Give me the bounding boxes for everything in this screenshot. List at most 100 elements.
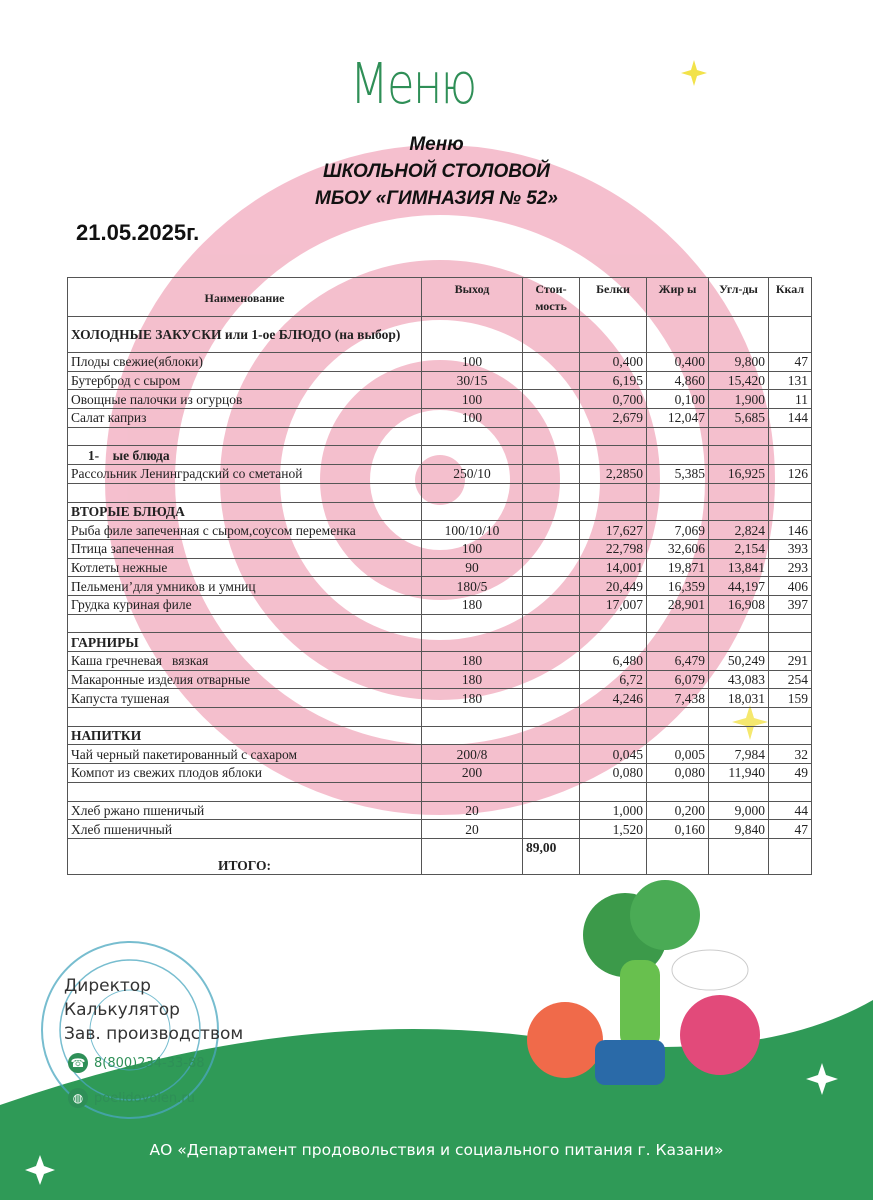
cell-cost — [522, 744, 580, 765]
website-link[interactable]: poelidovolen.ru — [94, 1090, 195, 1106]
cell-fat: 4,860 — [646, 370, 709, 391]
section-row: 1- ые блюда — [67, 445, 812, 466]
cell-carbs — [708, 482, 769, 503]
cell-fat — [646, 316, 709, 353]
cell-carbs — [708, 837, 769, 875]
col-fat: Жир ы — [646, 277, 709, 317]
cell-name: Птица запеченная — [67, 538, 422, 559]
section-row: ХОЛОДНЫЕ ЗАКУСКИ или 1-ое БЛЮДО (на выбо… — [67, 316, 812, 353]
blank-row — [67, 426, 812, 447]
cell-fat: 0,080 — [646, 763, 709, 783]
cell-protein: 0,080 — [579, 763, 647, 783]
cell-cost — [522, 352, 580, 372]
cell-name: Каша гречневая вязкая — [67, 651, 422, 671]
cell-fat: 5,385 — [646, 464, 709, 484]
cell-cost — [522, 482, 580, 503]
cell-kcal — [768, 725, 812, 746]
cell-fat — [646, 482, 709, 503]
cell-cost — [522, 576, 580, 596]
cell-kcal — [768, 316, 812, 353]
cell-carbs: 2,824 — [708, 520, 769, 540]
cell-fat: 6,079 — [646, 669, 709, 690]
cell-protein — [579, 501, 647, 522]
cell-yield — [421, 613, 523, 634]
cell-carbs — [708, 725, 769, 746]
cell-carbs: 13,841 — [708, 557, 769, 578]
cell-protein: 22,798 — [579, 538, 647, 559]
cell-kcal: 47 — [768, 819, 812, 839]
table-row: Салат каприз 100 2,679 12,047 5,685 144 — [67, 408, 812, 428]
cell-name: ГАРНИРЫ — [67, 632, 422, 652]
website-contact: ◍ poelidovolen.ru — [68, 1088, 195, 1108]
cell-cost — [522, 819, 580, 839]
table-row: Котлеты нежные 90 14,001 19,871 13,841 293 — [67, 557, 812, 578]
cell-name: Хлеб ржано пшеничый — [67, 800, 422, 821]
cell-carbs — [708, 613, 769, 634]
cell-kcal: 131 — [768, 370, 812, 391]
cell-carbs: 5,685 — [708, 408, 769, 428]
organization-name: АО «Департамент продовольствия и социаль… — [149, 1141, 724, 1159]
cell-name: Овощные палочки из огурцов — [67, 389, 422, 410]
cell-carbs: 16,925 — [708, 464, 769, 484]
cell-name — [67, 707, 422, 727]
calculator-label: Калькулятор — [64, 1000, 180, 1020]
cell-fat — [646, 426, 709, 447]
cell-carbs: 50,249 — [708, 651, 769, 671]
cell-fat: 6,479 — [646, 651, 709, 671]
cell-name: Хлеб пшеничный — [67, 819, 422, 839]
cell-fat: 0,160 — [646, 819, 709, 839]
table-row: Пельмениʼдля умников и умниц 180/5 20,449 1… — [67, 576, 812, 596]
cell-yield — [421, 426, 523, 447]
cell-carbs: 7,984 — [708, 744, 769, 765]
table-row: Бутерброд с сыром 30/15 6,195 4,860 15,420 13… — [67, 370, 812, 391]
col-carbs: Угл-ды — [708, 277, 769, 317]
cell-cost — [522, 464, 580, 484]
table-header-row: Наименование Выход Стои-мость Белки Жир … — [67, 277, 812, 317]
section-row: ГАРНИРЫ — [67, 632, 812, 652]
cell-cost — [522, 501, 580, 522]
cell-yield: 20 — [421, 819, 523, 839]
cell-protein: 1,000 — [579, 800, 647, 821]
cell-fat: 19,871 — [646, 557, 709, 578]
school-heading: МБОУ «ГИМНАЗИЯ № 52» — [315, 188, 558, 209]
cell-name: ВТОРЫЕ БЛЮДА — [67, 501, 422, 522]
table-row: Рыба филе запеченная с сыром,соусом пере… — [67, 520, 812, 540]
cell-name: 1- ые блюда — [67, 445, 422, 466]
cell-carbs: 11,940 — [708, 763, 769, 783]
cell-kcal: 44 — [768, 800, 812, 821]
cell-kcal: 32 — [768, 744, 812, 765]
phone-contact: ☎ 8(800)234-33-88 — [68, 1053, 205, 1073]
cell-name: НАПИТКИ — [67, 725, 422, 746]
cell-cost — [522, 594, 580, 615]
cell-carbs: 9,800 — [708, 352, 769, 372]
cell-protein: 6,72 — [579, 669, 647, 690]
cell-name: Бутерброд с сыром — [67, 370, 422, 391]
cell-fat: 16,359 — [646, 576, 709, 596]
col-protein: Белки — [579, 277, 647, 317]
cell-yield: 180/5 — [421, 576, 523, 596]
cell-yield: 90 — [421, 557, 523, 578]
cell-kcal — [768, 707, 812, 727]
cell-cost — [522, 445, 580, 466]
cell-fat — [646, 781, 709, 802]
cell-fat: 7,438 — [646, 688, 709, 709]
total-row: ИТОГО: 89,00 — [67, 837, 812, 875]
table-row: Плоды свежие(яблоки) 100 0,400 0,400 9,800 47 — [67, 352, 812, 372]
col-cost: Стои-мость — [522, 277, 580, 317]
cell-fat: 7,069 — [646, 520, 709, 540]
cell-kcal: 393 — [768, 538, 812, 559]
cell-name: Рассольник Ленинградский со сметаной — [67, 464, 422, 484]
cell-protein: 0,045 — [579, 744, 647, 765]
blank-row — [67, 613, 812, 634]
table-row: Хлеб пшеничный 20 1,520 0,160 9,840 47 — [67, 819, 812, 839]
cell-kcal: 144 — [768, 408, 812, 428]
cell-protein — [579, 445, 647, 466]
cell-protein: 4,246 — [579, 688, 647, 709]
cell-yield: 100 — [421, 408, 523, 428]
cell-yield — [421, 501, 523, 522]
cell-kcal — [768, 781, 812, 802]
cell-protein: 17,007 — [579, 594, 647, 615]
cell-kcal: 11 — [768, 389, 812, 410]
cell-yield: 100 — [421, 538, 523, 559]
cell-yield — [421, 837, 523, 875]
